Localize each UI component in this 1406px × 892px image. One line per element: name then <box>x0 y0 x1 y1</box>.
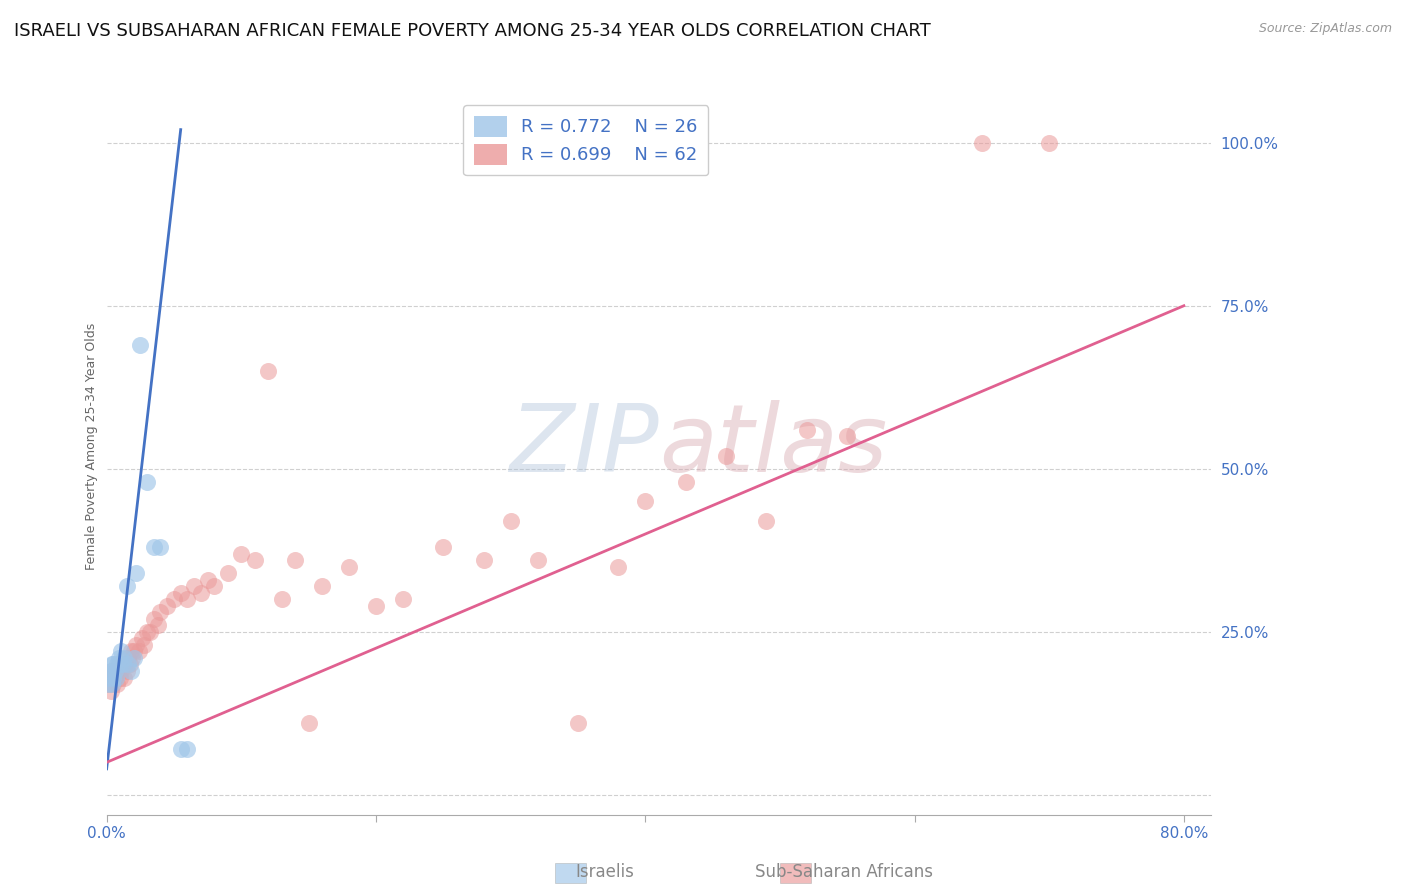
Point <box>121 651 143 665</box>
Point <box>105 664 128 678</box>
Point <box>125 566 148 581</box>
Point <box>115 664 138 678</box>
Point <box>257 364 280 378</box>
Text: ZIP: ZIP <box>509 401 659 491</box>
Point <box>117 657 139 672</box>
Point <box>105 671 128 685</box>
Point <box>112 651 135 665</box>
Point <box>107 657 129 672</box>
Point <box>112 671 135 685</box>
Point <box>100 683 122 698</box>
Text: Source: ZipAtlas.com: Source: ZipAtlas.com <box>1258 22 1392 36</box>
Point <box>103 671 125 685</box>
Point <box>111 657 134 672</box>
Point <box>755 514 778 528</box>
Point <box>170 586 193 600</box>
Point <box>104 664 127 678</box>
Point <box>472 553 495 567</box>
Point <box>101 664 124 678</box>
Point <box>156 599 179 613</box>
Point <box>142 612 165 626</box>
Point <box>136 624 159 639</box>
Point <box>136 475 159 489</box>
Point <box>217 566 239 581</box>
Point <box>197 573 219 587</box>
Point <box>122 644 145 658</box>
Point <box>111 657 134 672</box>
Point <box>103 677 125 691</box>
Point <box>108 671 131 685</box>
Point <box>107 657 129 672</box>
Point <box>110 644 132 658</box>
Point <box>146 618 169 632</box>
Point <box>138 624 160 639</box>
Point <box>120 664 142 678</box>
Point <box>129 338 152 352</box>
Point <box>101 657 124 672</box>
Point <box>270 592 292 607</box>
Point <box>1038 136 1060 150</box>
Point <box>837 429 859 443</box>
Text: Israelis: Israelis <box>575 863 634 881</box>
Point <box>526 553 548 567</box>
Point <box>149 540 172 554</box>
Text: ISRAELI VS SUBSAHARAN AFRICAN FEMALE POVERTY AMONG 25-34 YEAR OLDS CORRELATION C: ISRAELI VS SUBSAHARAN AFRICAN FEMALE POV… <box>14 22 931 40</box>
Point <box>107 677 129 691</box>
Point <box>176 742 198 756</box>
Point <box>499 514 522 528</box>
Text: Sub-Saharan Africans: Sub-Saharan Africans <box>755 863 932 881</box>
Point <box>796 423 818 437</box>
Point <box>122 651 145 665</box>
Point <box>364 599 387 613</box>
Point <box>163 592 186 607</box>
Point <box>231 547 253 561</box>
Point <box>675 475 697 489</box>
Point <box>176 592 198 607</box>
Point <box>142 540 165 554</box>
Point <box>98 671 121 685</box>
Point <box>97 677 120 691</box>
Point <box>104 671 127 685</box>
Point <box>117 651 139 665</box>
Point <box>337 559 360 574</box>
Point <box>103 657 125 672</box>
Point <box>714 449 737 463</box>
Point <box>284 553 307 567</box>
Point <box>190 586 212 600</box>
Point <box>115 579 138 593</box>
Y-axis label: Female Poverty Among 25-34 Year Olds: Female Poverty Among 25-34 Year Olds <box>86 322 98 570</box>
Point <box>101 677 124 691</box>
Point <box>125 638 148 652</box>
Point <box>607 559 630 574</box>
Point <box>432 540 454 554</box>
Point <box>183 579 205 593</box>
Point <box>311 579 333 593</box>
Point <box>108 657 131 672</box>
Text: atlas: atlas <box>659 401 887 491</box>
Point <box>134 638 156 652</box>
Point <box>567 716 589 731</box>
Point <box>634 494 657 508</box>
Point <box>98 671 121 685</box>
Point <box>131 632 153 646</box>
Point <box>149 605 172 619</box>
Point <box>392 592 415 607</box>
Point <box>97 677 120 691</box>
Point <box>970 136 993 150</box>
Point <box>107 651 129 665</box>
Point <box>243 553 266 567</box>
Legend: R = 0.772    N = 26, R = 0.699    N = 62: R = 0.772 N = 26, R = 0.699 N = 62 <box>464 105 709 176</box>
Point <box>114 657 136 672</box>
Point <box>100 664 122 678</box>
Point <box>202 579 225 593</box>
Point <box>170 742 193 756</box>
Point <box>118 657 141 672</box>
Point <box>110 664 132 678</box>
Point <box>128 644 150 658</box>
Point <box>120 644 142 658</box>
Point <box>297 716 319 731</box>
